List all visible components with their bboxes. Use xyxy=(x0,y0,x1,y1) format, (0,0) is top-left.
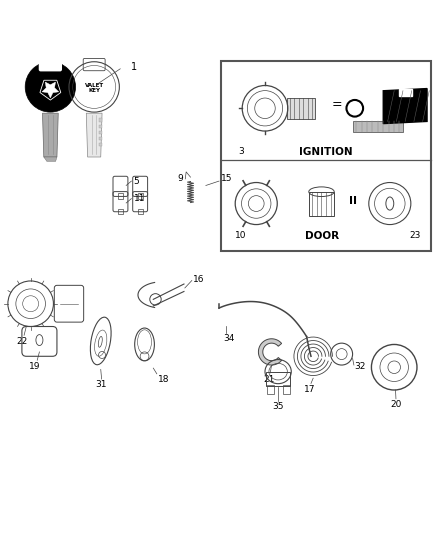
Bar xyxy=(99,118,102,122)
Text: 32: 32 xyxy=(355,362,366,371)
Bar xyxy=(283,385,290,393)
Bar xyxy=(118,209,123,214)
Text: 20: 20 xyxy=(391,400,402,409)
Text: 5: 5 xyxy=(134,176,139,185)
Text: 11: 11 xyxy=(134,194,145,203)
Polygon shape xyxy=(86,113,102,157)
Text: 3: 3 xyxy=(238,147,244,156)
Bar xyxy=(99,131,102,134)
Polygon shape xyxy=(44,157,57,161)
Text: 18: 18 xyxy=(158,375,169,384)
Polygon shape xyxy=(42,113,58,157)
FancyBboxPatch shape xyxy=(39,57,61,71)
Text: II: II xyxy=(349,196,357,206)
Text: 1: 1 xyxy=(131,62,138,72)
Text: =: = xyxy=(332,98,343,111)
Polygon shape xyxy=(258,339,282,365)
Text: 17: 17 xyxy=(304,385,315,394)
Text: 16: 16 xyxy=(193,275,204,284)
Text: DOOR: DOOR xyxy=(305,231,339,241)
Bar xyxy=(221,61,431,251)
Text: 10: 10 xyxy=(235,231,247,240)
Bar xyxy=(399,88,412,96)
Ellipse shape xyxy=(25,62,76,112)
Bar xyxy=(266,372,290,386)
Text: 19: 19 xyxy=(29,362,41,371)
Text: 9: 9 xyxy=(177,174,183,183)
Text: 31: 31 xyxy=(95,381,106,390)
Bar xyxy=(118,193,123,199)
Polygon shape xyxy=(42,82,59,98)
Bar xyxy=(138,209,143,214)
Bar xyxy=(99,137,102,140)
Text: 34: 34 xyxy=(223,334,235,343)
Polygon shape xyxy=(383,88,427,124)
Bar xyxy=(99,125,102,128)
Bar xyxy=(353,121,403,132)
Text: IGNITION: IGNITION xyxy=(300,147,353,157)
Text: VALET
KEY: VALET KEY xyxy=(85,83,104,93)
Bar xyxy=(309,192,334,216)
Bar xyxy=(286,98,315,119)
Text: 23: 23 xyxy=(409,231,420,240)
Bar xyxy=(267,385,274,393)
Text: 21: 21 xyxy=(264,375,275,384)
Bar xyxy=(138,193,143,199)
Bar xyxy=(99,143,102,147)
Text: 15: 15 xyxy=(221,174,233,183)
Text: 22: 22 xyxy=(16,336,28,345)
Text: 35: 35 xyxy=(272,402,284,411)
